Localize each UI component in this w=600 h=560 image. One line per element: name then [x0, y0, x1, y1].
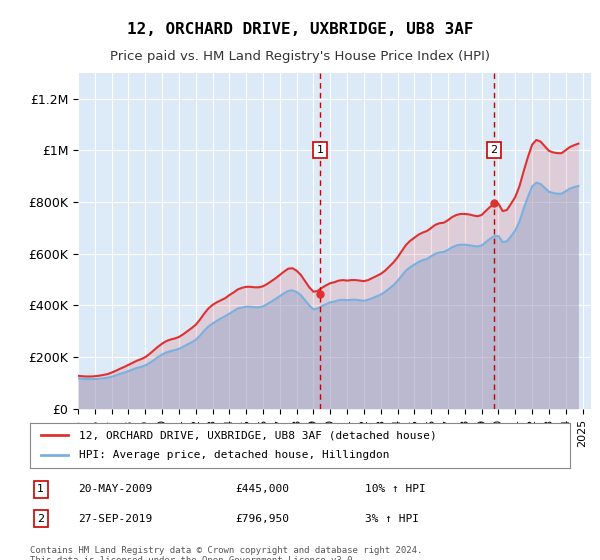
- Text: 12, ORCHARD DRIVE, UXBRIDGE, UB8 3AF: 12, ORCHARD DRIVE, UXBRIDGE, UB8 3AF: [127, 22, 473, 38]
- Text: HPI: Average price, detached house, Hillingdon: HPI: Average price, detached house, Hill…: [79, 450, 389, 460]
- Text: Contains HM Land Registry data © Crown copyright and database right 2024.
This d: Contains HM Land Registry data © Crown c…: [30, 546, 422, 560]
- Text: 10% ↑ HPI: 10% ↑ HPI: [365, 484, 425, 494]
- Text: 1: 1: [316, 145, 323, 155]
- Text: 12, ORCHARD DRIVE, UXBRIDGE, UB8 3AF (detached house): 12, ORCHARD DRIVE, UXBRIDGE, UB8 3AF (de…: [79, 430, 436, 440]
- Text: 2: 2: [491, 145, 497, 155]
- Text: 20-MAY-2009: 20-MAY-2009: [79, 484, 153, 494]
- Text: 1: 1: [37, 484, 44, 494]
- Text: 27-SEP-2019: 27-SEP-2019: [79, 514, 153, 524]
- Text: 3% ↑ HPI: 3% ↑ HPI: [365, 514, 419, 524]
- Text: Price paid vs. HM Land Registry's House Price Index (HPI): Price paid vs. HM Land Registry's House …: [110, 50, 490, 63]
- Text: £796,950: £796,950: [235, 514, 289, 524]
- Text: 2: 2: [37, 514, 44, 524]
- Text: £445,000: £445,000: [235, 484, 289, 494]
